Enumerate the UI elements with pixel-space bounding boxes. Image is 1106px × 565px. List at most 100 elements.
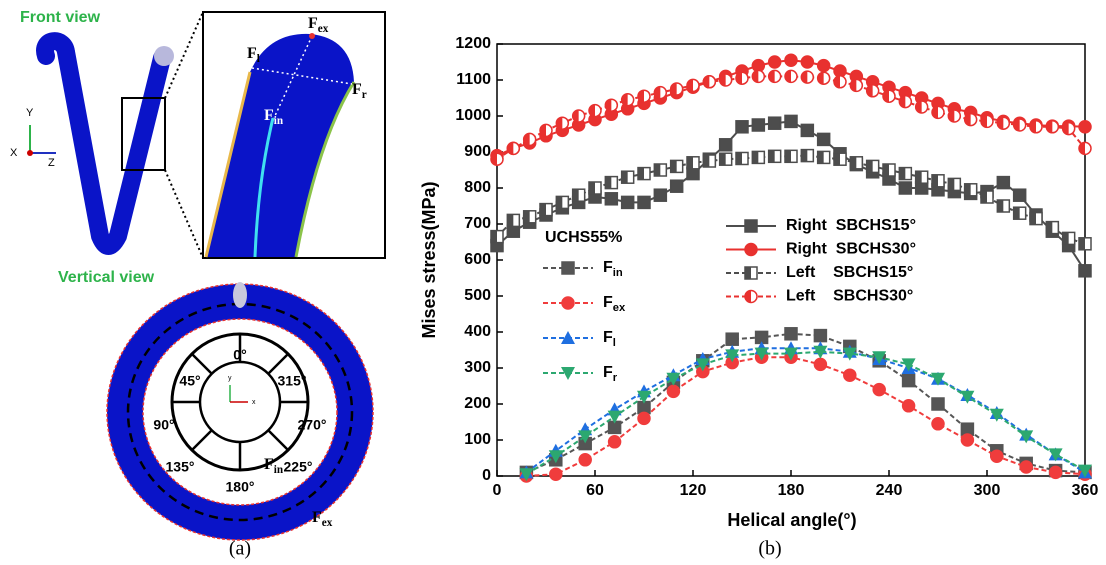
marker xyxy=(637,390,651,404)
marker-part xyxy=(899,95,906,108)
ring-label: Fex xyxy=(312,509,333,529)
marker-part xyxy=(540,203,546,216)
marker xyxy=(898,166,913,181)
marker-part xyxy=(850,156,857,169)
marker-part xyxy=(964,113,971,126)
marker-part xyxy=(834,75,840,88)
marker-part xyxy=(1013,207,1020,220)
legend-label: Right SBCHS15° xyxy=(786,217,916,234)
marker xyxy=(735,151,749,166)
marker-part xyxy=(1019,460,1033,474)
ring-hole xyxy=(142,318,338,506)
marker-part xyxy=(767,55,782,69)
marker xyxy=(506,213,521,228)
marker-part xyxy=(745,267,751,279)
zoom-label: Fex xyxy=(308,15,329,35)
edge-inner xyxy=(253,117,275,258)
marker xyxy=(555,195,570,210)
y-tick-label: 400 xyxy=(464,323,491,340)
marker-part xyxy=(736,152,742,165)
marker xyxy=(637,195,651,210)
marker-part xyxy=(872,351,887,365)
marker-part xyxy=(931,372,945,386)
marker-part xyxy=(785,70,791,83)
y-tick-label: 800 xyxy=(464,179,491,196)
legend-swatch xyxy=(726,289,776,304)
zoom-line xyxy=(164,11,204,99)
marker-part xyxy=(850,79,857,92)
marker xyxy=(1012,188,1027,202)
section-mark xyxy=(233,282,247,308)
marker-part xyxy=(561,367,575,380)
marker-part xyxy=(744,242,758,257)
marker xyxy=(735,71,749,85)
marker-part xyxy=(548,450,563,464)
legend-label: Fl xyxy=(603,329,616,349)
marker-part xyxy=(745,290,751,303)
marker-part xyxy=(981,115,987,128)
marker xyxy=(1029,211,1043,226)
marker xyxy=(620,170,635,184)
marker xyxy=(725,332,739,346)
marker xyxy=(751,118,766,132)
marker-part xyxy=(866,160,873,173)
marker xyxy=(816,150,831,165)
marker-part xyxy=(800,123,815,138)
x-tick-label: 240 xyxy=(876,482,903,499)
marker-part xyxy=(735,120,749,134)
marker xyxy=(571,188,586,202)
marker-part xyxy=(1048,448,1063,462)
marker xyxy=(725,349,740,363)
axis-label: Z xyxy=(48,157,55,169)
marker-part xyxy=(620,195,635,210)
marker xyxy=(653,188,668,202)
marker xyxy=(588,103,602,118)
marker-part xyxy=(834,153,840,166)
marker-part xyxy=(751,118,766,132)
marker-part xyxy=(872,382,886,397)
marker-part xyxy=(695,358,710,372)
marker-part xyxy=(1012,188,1027,202)
marker xyxy=(980,190,994,204)
marker xyxy=(996,116,1011,130)
marker-part xyxy=(784,53,798,67)
marker-part xyxy=(687,156,693,169)
marker xyxy=(849,78,864,93)
marker-part xyxy=(1062,122,1069,135)
marker-part xyxy=(637,390,651,404)
caption: (a) xyxy=(229,538,251,560)
marker-part xyxy=(767,116,782,130)
marker xyxy=(607,410,622,424)
legend-swatch xyxy=(726,266,776,280)
angle-label: 90° xyxy=(153,417,174,433)
marker-part xyxy=(572,110,579,122)
marker-part xyxy=(997,200,1004,212)
marker xyxy=(833,152,847,166)
x-tick-label: 0 xyxy=(493,482,502,499)
legend-label: Fr xyxy=(603,364,618,384)
marker xyxy=(1061,231,1076,246)
wheel-spokes xyxy=(172,334,308,470)
marker xyxy=(1078,141,1092,156)
marker-part xyxy=(932,174,938,187)
marker xyxy=(637,89,651,103)
marker xyxy=(669,82,684,96)
marker xyxy=(960,433,975,447)
marker xyxy=(784,347,798,361)
tube xyxy=(36,32,171,255)
marker xyxy=(914,100,929,114)
marker xyxy=(637,411,651,426)
section-line xyxy=(251,67,353,85)
caption: (b) xyxy=(758,538,781,560)
marker xyxy=(718,73,733,87)
marker xyxy=(800,123,815,138)
zoom-region xyxy=(121,97,166,171)
marker-part xyxy=(556,196,563,209)
zoom-line xyxy=(164,169,204,259)
x-tick-label: 360 xyxy=(1072,482,1099,499)
legend-label: Left SBCHS30° xyxy=(786,288,913,305)
marker-part xyxy=(589,182,595,194)
marker-part xyxy=(996,175,1011,190)
marker xyxy=(604,98,619,112)
